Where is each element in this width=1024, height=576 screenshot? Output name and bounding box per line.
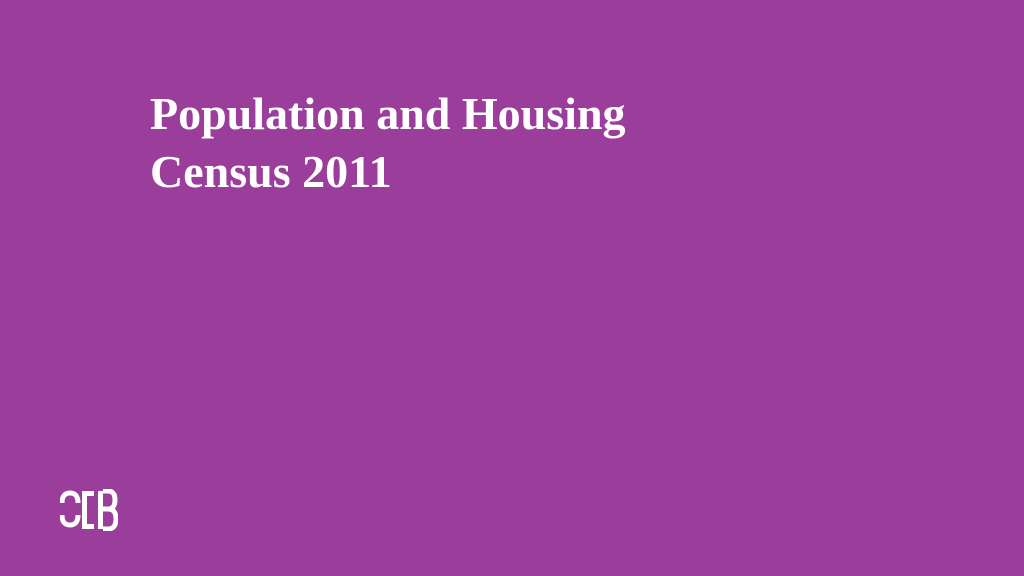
slide-container: Population and Housing Census 2011 [0,0,1024,576]
title-line-2: Census 2011 [150,146,392,197]
title-line-1: Population and Housing [150,88,626,139]
scb-logo-icon [60,489,118,531]
scb-logo [60,489,118,531]
slide-title: Population and Housing Census 2011 [150,85,874,200]
